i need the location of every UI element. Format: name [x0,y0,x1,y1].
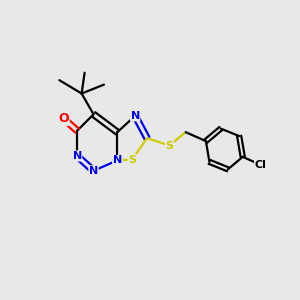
Text: Cl: Cl [255,160,266,170]
Text: O: O [58,112,69,125]
Text: N: N [113,155,122,165]
Text: S: S [128,154,136,164]
Text: S: S [165,140,173,151]
Text: N: N [89,166,98,176]
Text: N: N [130,111,140,121]
Text: N: N [73,151,82,161]
